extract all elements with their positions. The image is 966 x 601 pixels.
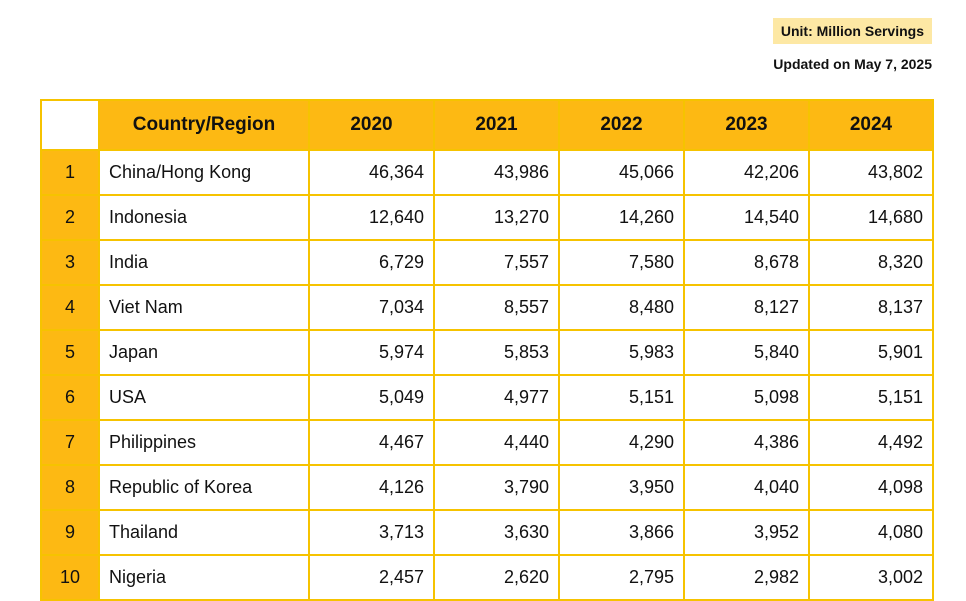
value-cell: 12,640 bbox=[308, 194, 435, 241]
value-cell: 5,840 bbox=[683, 329, 810, 376]
column-header: 2020 bbox=[308, 99, 435, 151]
value-cell: 3,713 bbox=[308, 509, 435, 556]
table-row: 8 Republic of Korea 4,126 3,790 3,950 4,040 4,… bbox=[40, 464, 934, 511]
value-cell: 5,983 bbox=[558, 329, 685, 376]
column-header: Country/Region bbox=[98, 99, 310, 151]
country-cell: Japan bbox=[98, 329, 310, 376]
value-cell: 3,790 bbox=[433, 464, 560, 511]
value-cell: 14,680 bbox=[808, 194, 934, 241]
country-cell: USA bbox=[98, 374, 310, 421]
value-cell: 43,802 bbox=[808, 149, 934, 196]
header-row: Country/Region 2020 2021 2022 2023 2024 bbox=[40, 99, 934, 151]
value-cell: 3,952 bbox=[683, 509, 810, 556]
table-row: 2 Indonesia 12,640 13,270 14,260 14,540 14,680 bbox=[40, 194, 934, 241]
value-cell: 5,098 bbox=[683, 374, 810, 421]
country-cell: Indonesia bbox=[98, 194, 310, 241]
data-table: Country/Region 2020 2021 2022 2023 2024 1 Chin… bbox=[40, 99, 934, 601]
value-cell: 2,795 bbox=[558, 554, 685, 601]
rank-cell: 4 bbox=[40, 284, 100, 331]
value-cell: 7,557 bbox=[433, 239, 560, 286]
value-cell: 13,270 bbox=[433, 194, 560, 241]
value-cell: 4,977 bbox=[433, 374, 560, 421]
rank-cell: 1 bbox=[40, 149, 100, 196]
value-cell: 3,866 bbox=[558, 509, 685, 556]
value-cell: 43,986 bbox=[433, 149, 560, 196]
value-cell: 7,034 bbox=[308, 284, 435, 331]
value-cell: 5,974 bbox=[308, 329, 435, 376]
column-header: 2022 bbox=[558, 99, 685, 151]
value-cell: 4,492 bbox=[808, 419, 934, 466]
value-cell: 8,678 bbox=[683, 239, 810, 286]
value-cell: 5,853 bbox=[433, 329, 560, 376]
blank-cell bbox=[40, 99, 100, 151]
value-cell: 3,950 bbox=[558, 464, 685, 511]
value-cell: 4,467 bbox=[308, 419, 435, 466]
table-row: 9 Thailand 3,713 3,630 3,866 3,952 4,080 bbox=[40, 509, 934, 556]
column-header: 2021 bbox=[433, 99, 560, 151]
value-cell: 4,440 bbox=[433, 419, 560, 466]
unit-badge: Unit: Million Servings bbox=[772, 18, 932, 44]
value-cell: 4,290 bbox=[558, 419, 685, 466]
value-cell: 5,901 bbox=[808, 329, 934, 376]
value-cell: 5,151 bbox=[558, 374, 685, 421]
value-cell: 14,540 bbox=[683, 194, 810, 241]
value-cell: 2,457 bbox=[308, 554, 435, 601]
value-cell: 4,080 bbox=[808, 509, 934, 556]
table-row: 4 Viet Nam 7,034 8,557 8,480 8,127 8,137 bbox=[40, 284, 934, 331]
value-cell: 8,557 bbox=[433, 284, 560, 331]
table-row: 1 China/Hong Kong 46,364 43,986 45,066 42,206… bbox=[40, 149, 934, 196]
value-cell: 5,151 bbox=[808, 374, 934, 421]
table-body: 1 China/Hong Kong 46,364 43,986 45,066 42,206… bbox=[40, 149, 934, 601]
value-cell: 2,982 bbox=[683, 554, 810, 601]
value-cell: 14,260 bbox=[558, 194, 685, 241]
value-cell: 46,364 bbox=[308, 149, 435, 196]
value-cell: 3,630 bbox=[433, 509, 560, 556]
value-cell: 4,098 bbox=[808, 464, 934, 511]
value-cell: 3,002 bbox=[808, 554, 934, 601]
rank-cell: 6 bbox=[40, 374, 100, 421]
country-cell: China/Hong Kong bbox=[98, 149, 310, 196]
rank-cell: 10 bbox=[40, 554, 100, 601]
rank-cell: 2 bbox=[40, 194, 100, 241]
value-cell: 5,049 bbox=[308, 374, 435, 421]
table-row: 5 Japan 5,974 5,853 5,983 5,840 5,901 bbox=[40, 329, 934, 376]
updated-date: Updated on May 7, 2025 bbox=[773, 56, 932, 72]
country-cell: Nigeria bbox=[98, 554, 310, 601]
column-header: 2024 bbox=[808, 99, 934, 151]
value-cell: 42,206 bbox=[683, 149, 810, 196]
rank-cell: 3 bbox=[40, 239, 100, 286]
country-cell: Philippines bbox=[98, 419, 310, 466]
value-cell: 8,127 bbox=[683, 284, 810, 331]
value-cell: 8,137 bbox=[808, 284, 934, 331]
value-cell: 45,066 bbox=[558, 149, 685, 196]
value-cell: 2,620 bbox=[433, 554, 560, 601]
value-cell: 4,126 bbox=[308, 464, 435, 511]
rank-cell: 9 bbox=[40, 509, 100, 556]
value-cell: 6,729 bbox=[308, 239, 435, 286]
table-row: 6 USA 5,049 4,977 5,151 5,098 5,151 bbox=[40, 374, 934, 421]
country-cell: India bbox=[98, 239, 310, 286]
rank-cell: 8 bbox=[40, 464, 100, 511]
column-header: 2023 bbox=[683, 99, 810, 151]
value-cell: 8,480 bbox=[558, 284, 685, 331]
value-cell: 4,386 bbox=[683, 419, 810, 466]
table-row: 10 Nigeria 2,457 2,620 2,795 2,982 3,002 bbox=[40, 554, 934, 601]
rank-cell: 7 bbox=[40, 419, 100, 466]
country-cell: Republic of Korea bbox=[98, 464, 310, 511]
table-head: Country/Region 2020 2021 2022 2023 2024 bbox=[40, 99, 934, 151]
value-cell: 7,580 bbox=[558, 239, 685, 286]
rank-cell: 5 bbox=[40, 329, 100, 376]
country-cell: Viet Nam bbox=[98, 284, 310, 331]
table-row: 7 Philippines 4,467 4,440 4,290 4,386 4,492 bbox=[40, 419, 934, 466]
country-cell: Thailand bbox=[98, 509, 310, 556]
value-cell: 8,320 bbox=[808, 239, 934, 286]
value-cell: 4,040 bbox=[683, 464, 810, 511]
table-row: 3 India 6,729 7,557 7,580 8,678 8,320 bbox=[40, 239, 934, 286]
